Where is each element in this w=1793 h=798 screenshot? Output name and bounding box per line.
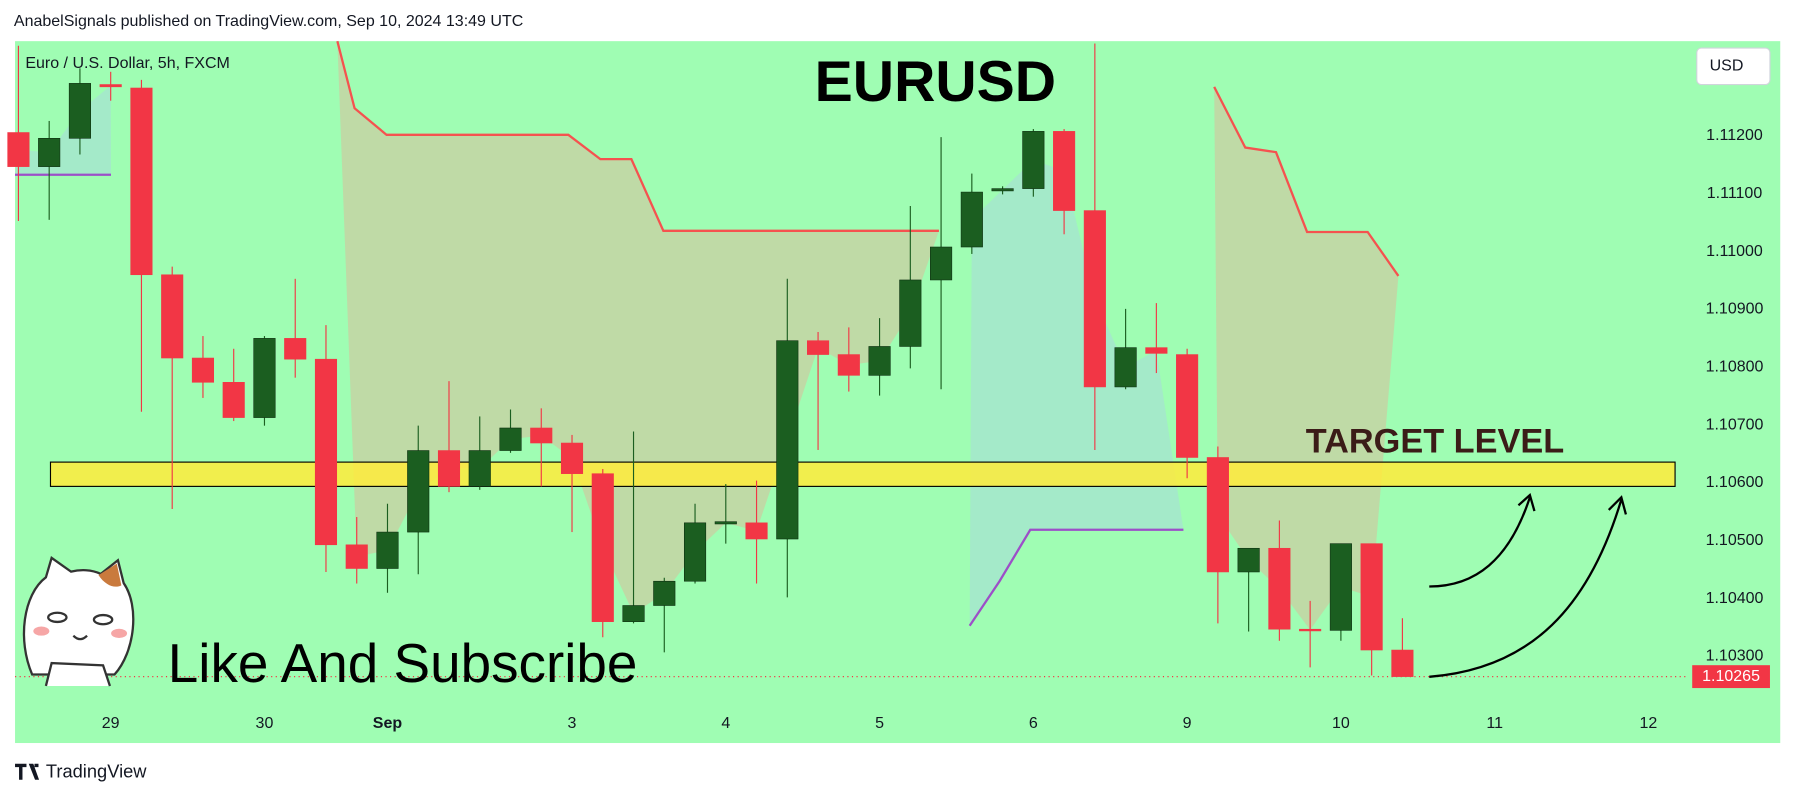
trend-shade — [1214, 86, 1399, 630]
candle-body — [560, 442, 584, 474]
candle-body — [161, 274, 184, 359]
y-tick-label: 1.10800 — [1706, 358, 1764, 375]
candle-body — [714, 521, 737, 525]
candle-body — [314, 358, 338, 546]
candle-body — [253, 338, 276, 418]
candle-body — [930, 246, 953, 281]
x-tick-label: 6 — [1029, 715, 1038, 732]
candle-body — [899, 279, 922, 347]
candle-body — [683, 522, 707, 582]
zone-layer — [49, 461, 1676, 487]
symbol-label: Euro / U.S. Dollar, 5h, FXCM — [25, 55, 230, 72]
arrow-head — [1517, 492, 1536, 512]
chart-title: EURUSD — [815, 50, 1056, 114]
y-tick-label: 1.10600 — [1706, 474, 1764, 491]
candle-body — [222, 382, 245, 418]
candle-body — [1299, 628, 1322, 632]
x-tick-label: 3 — [568, 715, 577, 732]
candle-body — [1268, 547, 1291, 630]
currency-button[interactable] — [1696, 47, 1771, 86]
x-tick-label: 9 — [1183, 715, 1192, 732]
candle-body — [437, 450, 461, 487]
arrow — [1429, 499, 1623, 678]
candle-body — [807, 340, 830, 355]
footer-brand: TradingView — [46, 761, 147, 782]
candle-body — [1391, 649, 1414, 677]
candle-body — [837, 354, 860, 376]
x-tick-label: 12 — [1640, 715, 1658, 732]
y-tick-label: 1.11000 — [1706, 243, 1763, 260]
footer-bar — [0, 743, 1793, 798]
candle-body — [591, 473, 614, 622]
x-tick-label: Sep — [373, 715, 403, 732]
candle-body — [345, 544, 368, 569]
y-tick-label: 1.10400 — [1706, 590, 1764, 607]
last-price-box — [1692, 665, 1770, 689]
candle-body — [991, 188, 1014, 192]
x-tick-label: 4 — [721, 715, 730, 732]
candle-body — [468, 450, 491, 487]
candle-body — [407, 450, 430, 533]
logo-icon — [15, 763, 40, 780]
candle-body — [99, 84, 122, 88]
y-tick-label: 1.10900 — [1706, 301, 1764, 318]
candle-body — [376, 531, 399, 569]
candle-body — [960, 191, 983, 248]
candle-body — [1360, 543, 1383, 651]
candle-body — [1176, 354, 1199, 458]
candle-body — [499, 427, 522, 451]
trend-line — [336, 40, 939, 232]
candle-body — [530, 427, 553, 444]
candle-body — [745, 522, 768, 540]
axis-layer: 1.10300 1.10400 1.10500 1.10600 1.10700 1.108… — [15, 127, 1770, 732]
trend-line — [1213, 86, 1400, 277]
candle-body — [653, 580, 676, 606]
trend-shade — [337, 41, 939, 614]
candle-body — [1237, 547, 1260, 573]
y-tick-label: 1.10300 — [1706, 648, 1764, 665]
candle-body — [868, 346, 891, 376]
y-tick-label: 1.10500 — [1706, 532, 1764, 549]
candle-body — [776, 340, 799, 540]
currency-label: USD — [1710, 58, 1744, 75]
subscribe-annotation: Like And Subscribe — [168, 632, 638, 694]
candle-body — [7, 132, 30, 167]
x-tick-label: 29 — [102, 715, 120, 732]
candle-body — [1053, 131, 1076, 211]
candle-body — [38, 138, 61, 167]
arrow-head — [1607, 495, 1628, 515]
x-tick-label: 10 — [1332, 715, 1350, 732]
candle-layer — [7, 43, 1414, 677]
target-annotation: TARGET LEVEL — [1306, 423, 1564, 461]
candle-body — [1329, 543, 1352, 631]
y-tick-label: 1.11200 — [1706, 127, 1763, 144]
arrow — [1429, 496, 1531, 588]
trend-line — [968, 528, 1184, 627]
x-tick-label: 30 — [256, 715, 274, 732]
candle-body — [130, 87, 153, 276]
mascot — [22, 556, 135, 687]
last-price-label: 1.10265 — [1702, 668, 1760, 685]
chart-background — [15, 41, 1781, 744]
x-tick-label: 5 — [875, 715, 884, 732]
y-tick-label: 1.11100 — [1707, 185, 1763, 202]
candle-body — [1145, 347, 1168, 354]
candle-body — [1083, 210, 1106, 388]
candle-body — [1206, 457, 1229, 573]
y-tick-label: 1.10700 — [1706, 416, 1764, 433]
candle-body — [622, 605, 645, 622]
x-tick-label: 11 — [1486, 715, 1503, 732]
candle-body — [191, 357, 215, 383]
candle-body — [1022, 131, 1045, 189]
trend-shade — [969, 159, 1184, 626]
candle-body — [1114, 347, 1137, 388]
candle-body — [68, 83, 91, 139]
header-text: AnabelSignals published on TradingView.c… — [14, 13, 523, 30]
overlay-layer — [15, 40, 1400, 627]
target-zone — [49, 461, 1676, 487]
candle-body — [284, 338, 307, 360]
